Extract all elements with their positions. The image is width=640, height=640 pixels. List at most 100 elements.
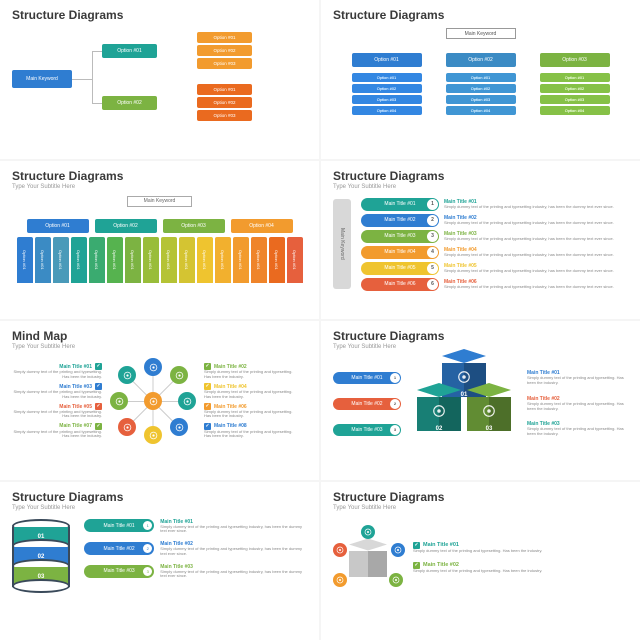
item-text: Main Title #03Simply dummy text of the p…: [160, 564, 307, 579]
title-pill: Main Title #011: [84, 519, 154, 532]
slide-title: Structure Diagrams: [333, 490, 628, 504]
s2-columns: Option #01 Option #01 Option #02 Option #0…: [352, 53, 610, 115]
sub-option: Option #01: [197, 84, 252, 95]
s1-body: Main Keyword Option #01 Option #02 Optio…: [12, 32, 307, 132]
s7-items: Main Title #011 Main Title #01Simply dum…: [84, 519, 307, 579]
s5-center: [108, 356, 198, 446]
title-pill: Main Title #022: [361, 214, 439, 227]
option: Option #01: [352, 53, 422, 67]
column: Option #03 Option #01Option #02Option #0…: [540, 53, 610, 115]
desc-item: Main Title #01Simply dummy text of the p…: [527, 370, 628, 386]
sub-option: Option #02: [446, 84, 516, 93]
s7-body: 01 02 03 Main Title #011 Main Title #01S…: [12, 519, 307, 597]
slide-title: Structure Diagrams: [12, 169, 307, 183]
sub-option: Option #01: [352, 73, 422, 82]
sub-option: Option #02: [197, 45, 252, 56]
list-item: Main Title #066 Main Title #06Simply dum…: [361, 278, 628, 291]
mindmap-item: ✓Main Title #08Simply dummy text of the …: [204, 423, 294, 439]
option: Option #02: [95, 219, 157, 233]
s3-body: Main Keyword Option #01 Option #02 Option …: [12, 196, 307, 283]
bar: Option #01: [89, 237, 105, 283]
option: Option #01: [27, 219, 89, 233]
bar: Option #01: [179, 237, 195, 283]
bar: Option #01: [215, 237, 231, 283]
title-pill: Main Title #055: [361, 262, 439, 275]
main-keyword: Main Keyword: [446, 28, 516, 39]
slide-subtitle: Type Your Subtitle Here: [12, 344, 307, 350]
list-item: Main Title #022 Main Title #02Simply dum…: [361, 214, 628, 227]
title-pill: Main Title #033: [361, 230, 439, 243]
slide-6: Structure Diagrams Type Your Subtitle He…: [321, 321, 640, 480]
s6-body: Main Title #011Main Title #022Main Title…: [333, 356, 628, 451]
bar: Option #01: [269, 237, 285, 283]
cube-icon: [432, 404, 446, 418]
bar: Option #01: [197, 237, 213, 283]
list-item: Main Title #044 Main Title #04Simply dum…: [361, 246, 628, 259]
title-pill: Main Title #022: [333, 398, 401, 410]
sub-option: Option #03: [540, 95, 610, 104]
sub-option: Option #01: [446, 73, 516, 82]
title-pill: Main Title #044: [361, 246, 439, 259]
bar: Option #01: [143, 237, 159, 283]
sub-option: Option #01: [540, 73, 610, 82]
slide-title: Structure Diagrams: [333, 329, 628, 343]
sub-option: Option #04: [540, 106, 610, 115]
center-cube: [349, 545, 387, 583]
orbit-node: [333, 573, 347, 587]
s6-cubes: 01 02 03: [409, 356, 519, 451]
bar: Option #01: [107, 237, 123, 283]
mindmap-node: [170, 418, 188, 436]
orbit-node: [391, 543, 405, 557]
option: Option #02: [446, 53, 516, 67]
mindmap-node: [144, 358, 162, 376]
slide-title: Structure Diagrams: [333, 169, 628, 183]
s3-bars: Option #01Option #01Option #01Option #01…: [12, 237, 307, 283]
item-text: Main Title #02Simply dummy text of the p…: [444, 215, 628, 225]
info-item: ✓Main Title #02Simply dummy text of the …: [413, 562, 542, 574]
slide-4: Structure Diagrams Type Your Subtitle He…: [321, 161, 640, 320]
s8-info: ✓Main Title #01Simply dummy text of the …: [413, 542, 542, 574]
bar: Option #01: [161, 237, 177, 283]
list-item: Main Title #011 Main Title #01Simply dum…: [84, 519, 307, 534]
title-pill: Main Title #022: [84, 542, 154, 555]
item-text: Main Title #01Simply dummy text of the p…: [160, 519, 307, 534]
info-item: ✓Main Title #01Simply dummy text of the …: [413, 542, 542, 554]
item-text: Main Title #06Simply dummy text of the p…: [444, 279, 628, 289]
cube: 03: [467, 390, 511, 438]
title-pill: Main Title #033: [84, 565, 154, 578]
mindmap-item: ✓Main Title #06Simply dummy text of the …: [204, 403, 294, 419]
s8-body: ✓Main Title #01Simply dummy text of the …: [333, 523, 628, 593]
s5-left: Main Title #01✓Simply dummy text of the …: [12, 363, 102, 438]
orbit-node: [361, 525, 375, 539]
slide-subtitle: Type Your Subtitle Here: [333, 184, 628, 190]
item-text: Main Title #04Simply dummy text of the p…: [444, 247, 628, 257]
s4-items: Main Title #011 Main Title #01Simply dum…: [361, 198, 628, 291]
s6-titles: Main Title #011Main Title #022Main Title…: [333, 372, 401, 436]
title-pill: Main Title #066: [361, 278, 439, 291]
option: Option #03: [540, 53, 610, 67]
sub-option: Option #03: [197, 110, 252, 121]
orbit-node: [333, 543, 347, 557]
mindmap-item: Main Title #05✓Simply dummy text of the …: [12, 403, 102, 419]
main-keyword: Main Keyword: [127, 196, 192, 207]
bar: Option #01: [287, 237, 303, 283]
cube: 02: [417, 390, 461, 438]
orbit-node: [389, 573, 403, 587]
item-text: Main Title #01Simply dummy text of the p…: [444, 199, 628, 209]
mindmap-node: [178, 392, 196, 410]
sub-option: Option #03: [352, 95, 422, 104]
list-item: Main Title #022 Main Title #02Simply dum…: [84, 541, 307, 556]
s3-options: Option #01Option #02Option #03Option #04: [27, 219, 293, 233]
desc-item: Main Title #03Simply dummy text of the p…: [527, 421, 628, 437]
bar: Option #01: [71, 237, 87, 283]
sub-option: Option #02: [352, 84, 422, 93]
mindmap-node: [144, 426, 162, 444]
slide-subtitle: Type Your Subtitle Here: [12, 505, 307, 511]
mindmap-node: [170, 366, 188, 384]
title-pill: Main Title #033: [333, 424, 401, 436]
cylinder: 01 02 03: [12, 519, 70, 597]
s5-body: Main Title #01✓Simply dummy text of the …: [12, 356, 307, 446]
list-item: Main Title #033 Main Title #03Simply dum…: [361, 230, 628, 243]
slide-7: Structure Diagrams Type Your Subtitle He…: [0, 482, 319, 640]
mindmap-item: Main Title #07✓Simply dummy text of the …: [12, 423, 102, 439]
